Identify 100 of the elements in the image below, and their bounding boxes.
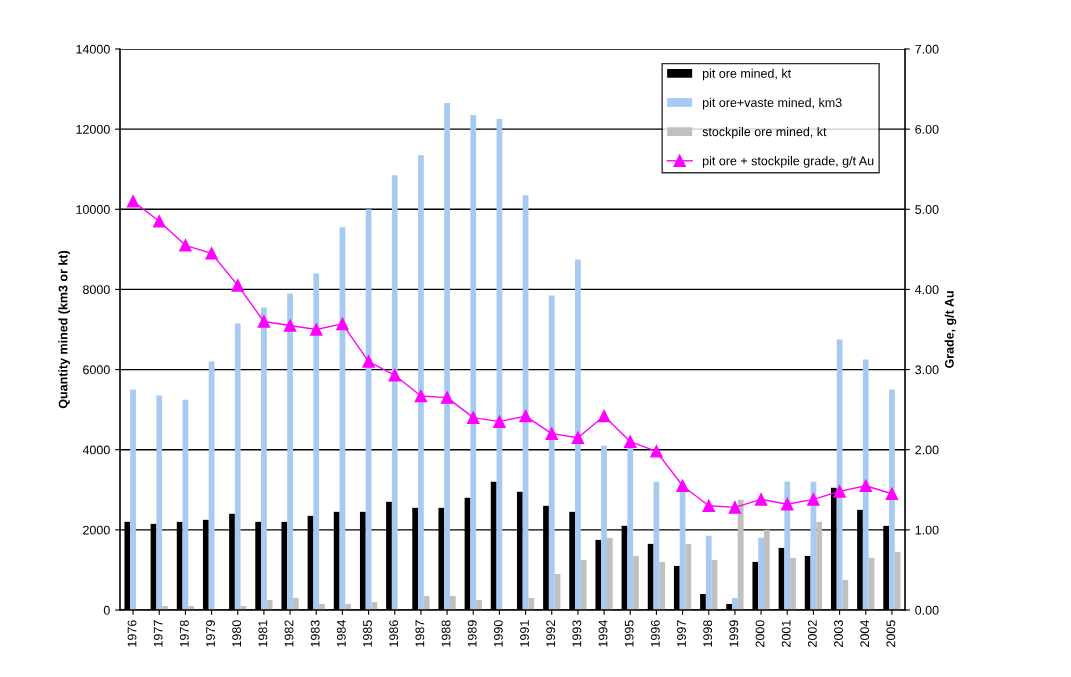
bar (287, 293, 293, 610)
x-tick-label: 1986 (389, 620, 399, 647)
bar (449, 595, 456, 610)
x-tick-label: 1994 (598, 620, 608, 647)
y-tick-label: 0 (103, 605, 110, 615)
bar (862, 359, 869, 610)
bar (470, 115, 477, 610)
point (519, 409, 532, 423)
x-tick-label: 1999 (729, 620, 739, 647)
point (702, 499, 716, 513)
bar (659, 561, 666, 610)
x-tick-label: 1998 (703, 620, 713, 647)
point (309, 323, 323, 336)
bar (816, 521, 823, 610)
bar (685, 543, 692, 610)
y2-tick-label: 2.00 (915, 445, 939, 455)
x-tick-label: 1985 (363, 620, 372, 647)
bar (548, 295, 555, 610)
point (336, 317, 349, 331)
bar (476, 599, 482, 610)
y2-tick-label: 3.00 (915, 365, 939, 375)
y2-tick-label: 7.00 (915, 44, 939, 54)
bar (423, 595, 430, 610)
point (440, 391, 454, 404)
bar (130, 389, 136, 610)
point (833, 485, 846, 498)
x-tick-label: 1983 (310, 620, 320, 647)
bar (633, 555, 639, 610)
bar (627, 447, 634, 610)
point (257, 315, 271, 328)
bar (737, 499, 744, 610)
y-tick-label: 10000 (76, 205, 110, 214)
legend-label: stockpile ore mined, kt (702, 126, 827, 139)
bar (784, 481, 791, 610)
x-tick-label: 1980 (232, 620, 242, 647)
x-tick-label: 1990 (493, 620, 503, 647)
x-tick-label: 1988 (441, 620, 451, 647)
legend-label: pit ore mined, kt (702, 68, 791, 81)
y2-tick-label: 4.00 (915, 285, 939, 295)
x-tick-label: 1977 (153, 620, 163, 647)
x-tick-label: 1995 (624, 620, 634, 647)
point (231, 279, 245, 292)
x-tick-label: 1989 (467, 620, 477, 647)
y-tick-label: 8000 (83, 285, 110, 295)
bar (156, 395, 163, 610)
bar (292, 597, 299, 610)
x-tick-label: 1997 (677, 620, 686, 647)
x-tick-label: 1992 (546, 620, 556, 647)
bar (580, 559, 587, 610)
x-tick-label: 2001 (781, 620, 791, 647)
bar (758, 537, 764, 610)
bar (266, 599, 273, 610)
bar (444, 103, 450, 610)
point (623, 435, 637, 448)
x-tick-label: 2005 (886, 620, 896, 647)
y-tick-label: 4000 (82, 445, 110, 455)
bar (842, 579, 849, 610)
x-tick-label: 2002 (807, 620, 817, 647)
y2-tick-label: 5.00 (915, 205, 939, 214)
point (493, 415, 506, 428)
y2-tick-label: 6.00 (915, 124, 939, 134)
x-tick-label: 1978 (179, 620, 189, 647)
point (885, 487, 899, 501)
point (152, 215, 166, 228)
y-axis-title: Quantity mined (km3 or kt) (58, 250, 70, 409)
legend-label: pit ore+vaste mined, km3 (702, 97, 842, 110)
point (283, 319, 297, 332)
bar (575, 259, 581, 610)
x-tick-label: 2004 (860, 620, 870, 647)
y-tick-label: 12000 (76, 124, 110, 134)
y2-axis-title: Grade, g/t Au (944, 291, 957, 368)
bar (763, 529, 770, 610)
bar (790, 557, 796, 610)
point (571, 431, 585, 444)
point (597, 409, 611, 423)
x-tick-label: 2003 (834, 620, 843, 647)
point (754, 493, 768, 506)
bar (894, 551, 901, 610)
x-tick-label: 1984 (336, 620, 346, 647)
point (179, 239, 192, 252)
point (650, 445, 663, 458)
point (205, 247, 218, 260)
x-tick-label: 1976 (127, 620, 137, 647)
x-tick-label: 1993 (572, 620, 582, 647)
legend-label: pit ore + stockpile grade, g/t Au (702, 156, 874, 168)
bar (601, 445, 607, 610)
x-tick-label: 1991 (520, 620, 529, 647)
point (466, 411, 480, 424)
point (676, 479, 689, 493)
point (807, 493, 820, 506)
point (388, 368, 402, 382)
bar (528, 597, 535, 610)
point (414, 389, 428, 403)
x-tick-label: 1979 (206, 620, 215, 647)
bar (889, 389, 895, 610)
x-tick-label: 2000 (755, 620, 765, 647)
bar (732, 597, 738, 610)
point (126, 195, 140, 208)
y2-tick-label: 0.00 (915, 605, 939, 615)
bar (418, 155, 424, 610)
